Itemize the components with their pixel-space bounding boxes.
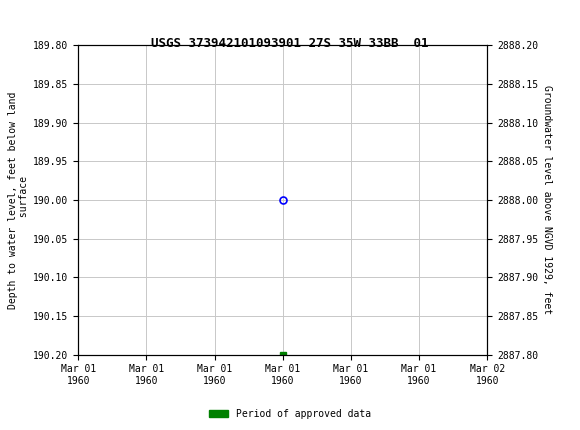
Text: USGS: USGS — [39, 10, 86, 25]
Legend: Period of approved data: Period of approved data — [205, 405, 375, 423]
Text: USGS 373942101093901 27S 35W 33BB  01: USGS 373942101093901 27S 35W 33BB 01 — [151, 37, 429, 49]
Y-axis label: Depth to water level, feet below land
 surface: Depth to water level, feet below land su… — [8, 91, 29, 309]
Y-axis label: Groundwater level above NGVD 1929, feet: Groundwater level above NGVD 1929, feet — [542, 86, 552, 314]
